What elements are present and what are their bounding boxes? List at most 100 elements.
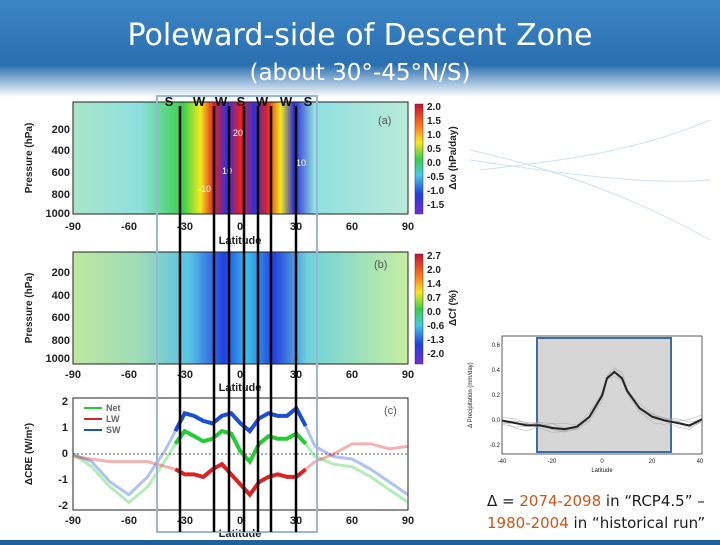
season-label: S — [237, 94, 246, 109]
cbar-tick: 1.4 — [427, 279, 441, 290]
contour-label: 20 — [233, 128, 243, 138]
xtick: 90 — [402, 221, 414, 233]
panel-c-lines — [72, 405, 409, 505]
xtick: -60 — [121, 221, 137, 233]
panel-c: (c) Net LW SW ΔCRE (W/m²) 2 1 0 -1 -2 -9… — [24, 396, 414, 540]
ytick: 800 — [52, 189, 70, 201]
ytick: 600 — [52, 167, 70, 179]
cbar-tick: -2.0 — [427, 349, 445, 360]
ytick: 2 — [62, 396, 68, 408]
panel-b-colorbar — [414, 253, 424, 365]
ytick: 0.0 — [492, 418, 501, 424]
figure-panels: (a) 20 10 10 -10 Pressure (hPa) 200 400 … — [18, 96, 463, 540]
xtick: 0 — [237, 369, 243, 381]
xtick: 60 — [346, 515, 358, 527]
caption-delta: Δ = — [487, 492, 520, 510]
ytick: 0 — [62, 448, 68, 460]
panel-a-cbar-label: Δω (hPa/day) — [448, 126, 459, 189]
season-label: W — [256, 94, 269, 109]
cbar-tick: 1.5 — [427, 116, 441, 127]
xtick: 0 — [237, 515, 243, 527]
season-labels: S W W S W W S — [165, 94, 313, 109]
cre-line-net-highlight — [173, 428, 308, 466]
precip-xlabel: Latitude — [591, 468, 613, 474]
precip-figure: 0.6 0.4 0.2 0.0 -0.2 -40 -20 0 20 40 Lat… — [460, 328, 710, 478]
season-label: W — [193, 94, 206, 109]
ytick: 400 — [52, 145, 70, 157]
cbar-tick: 2.0 — [427, 265, 441, 276]
cbar-tick: 2.0 — [427, 102, 441, 113]
panel-b: (b) Pressure (hPa) 200 400 600 800 1000 … — [24, 251, 459, 394]
panel-b-yticks: 200 400 600 800 1000 — [46, 267, 70, 365]
cbar-tick: 0.0 — [427, 158, 441, 169]
xtick: -90 — [65, 221, 81, 233]
xtick: 20 — [649, 459, 656, 465]
slide-title: Poleward-side of Descent Zone — [127, 18, 593, 53]
season-label: S — [165, 94, 174, 109]
contour-label: 10 — [222, 166, 232, 176]
panel-c-legend: Net LW SW — [84, 403, 121, 435]
cbar-tick: 0.0 — [427, 307, 441, 318]
xtick: 60 — [346, 369, 358, 381]
precip-mean-line — [501, 370, 703, 431]
ytick: -0.2 — [490, 443, 501, 449]
precip-yticks: 0.6 0.4 0.2 0.0 -0.2 — [490, 343, 501, 449]
ytick: 0.4 — [492, 368, 501, 374]
contour-label: -10 — [198, 184, 211, 194]
contour-label: 10 — [296, 158, 306, 168]
panel-a-cbar-ticks: 2.0 1.5 1.0 0.5 0.0 -0.5 -1.0 -1.5 — [427, 102, 445, 211]
ytick: 0.6 — [492, 343, 501, 349]
ytick: 600 — [52, 312, 70, 324]
precip-lines — [501, 367, 703, 433]
slide-subtitle: (about 30°-45°N/S) — [249, 60, 471, 86]
figure-svg: (a) 20 10 10 -10 Pressure (hPa) 200 400 … — [24, 101, 459, 540]
xtick: -40 — [498, 459, 507, 465]
cbar-tick: -0.5 — [427, 172, 445, 183]
ytick: 200 — [52, 124, 70, 136]
caption-hist-years: 1980-2004 — [487, 514, 569, 532]
xtick: -90 — [65, 369, 81, 381]
xtick: 0 — [237, 221, 243, 233]
caption: Δ = 2074-2098 in “RCP4.5” – 1980-2004 in… — [487, 490, 717, 534]
panel-b-ylabel: Pressure (hPa) — [24, 273, 35, 344]
xtick: -20 — [548, 459, 557, 465]
precip-ylabel: Δ Precipitation (mm/day) — [468, 362, 474, 427]
ytick: 200 — [52, 267, 70, 279]
decorative-lines — [469, 119, 711, 241]
caption-future-text: in “RCP4.5” – — [601, 492, 705, 510]
legend-sw: SW — [106, 425, 121, 435]
precip-ensemble-line — [501, 370, 703, 432]
season-marker-lines — [178, 106, 298, 532]
ytick: 1000 — [46, 353, 70, 365]
xtick: 90 — [402, 369, 414, 381]
xtick: 0 — [600, 459, 604, 465]
panel-a-colorbar — [414, 103, 424, 215]
cre-line-lw-highlight — [174, 461, 307, 498]
caption-future-years: 2074-2098 — [519, 492, 602, 510]
panel-c-ylabel: ΔCRE (W/m²) — [24, 423, 35, 485]
precip-xticks: -40 -20 0 20 40 — [498, 459, 704, 465]
legend-net: Net — [106, 403, 121, 413]
highlight-box — [156, 95, 318, 533]
legend-lw: LW — [106, 414, 120, 424]
cbar-tick: -1.0 — [427, 186, 445, 197]
cbar-tick: 1.0 — [427, 130, 441, 141]
cbar-tick: -1.5 — [427, 200, 445, 211]
cbar-tick: 0.7 — [427, 293, 441, 304]
xtick: 40 — [697, 459, 704, 465]
panel-a-field — [73, 102, 408, 214]
cbar-tick: -0.6 — [427, 321, 445, 332]
panel-a-tag: (a) — [378, 115, 391, 127]
precip-highlight — [536, 337, 672, 453]
xtick: -90 — [65, 515, 81, 527]
cbar-tick: 0.5 — [427, 144, 441, 155]
cbar-tick: 2.7 — [427, 251, 441, 262]
ytick: 1 — [62, 422, 68, 434]
panel-c-yticks: 2 1 0 -1 -2 — [58, 396, 68, 512]
cre-line-sw-highlight — [173, 405, 308, 434]
precip-svg: 0.6 0.4 0.2 0.0 -0.2 -40 -20 0 20 40 Lat… — [468, 335, 704, 474]
caption-hist-text: in “historical run” — [568, 514, 706, 532]
ytick: 1000 — [46, 208, 70, 220]
cbar-tick: -1.3 — [427, 335, 445, 346]
